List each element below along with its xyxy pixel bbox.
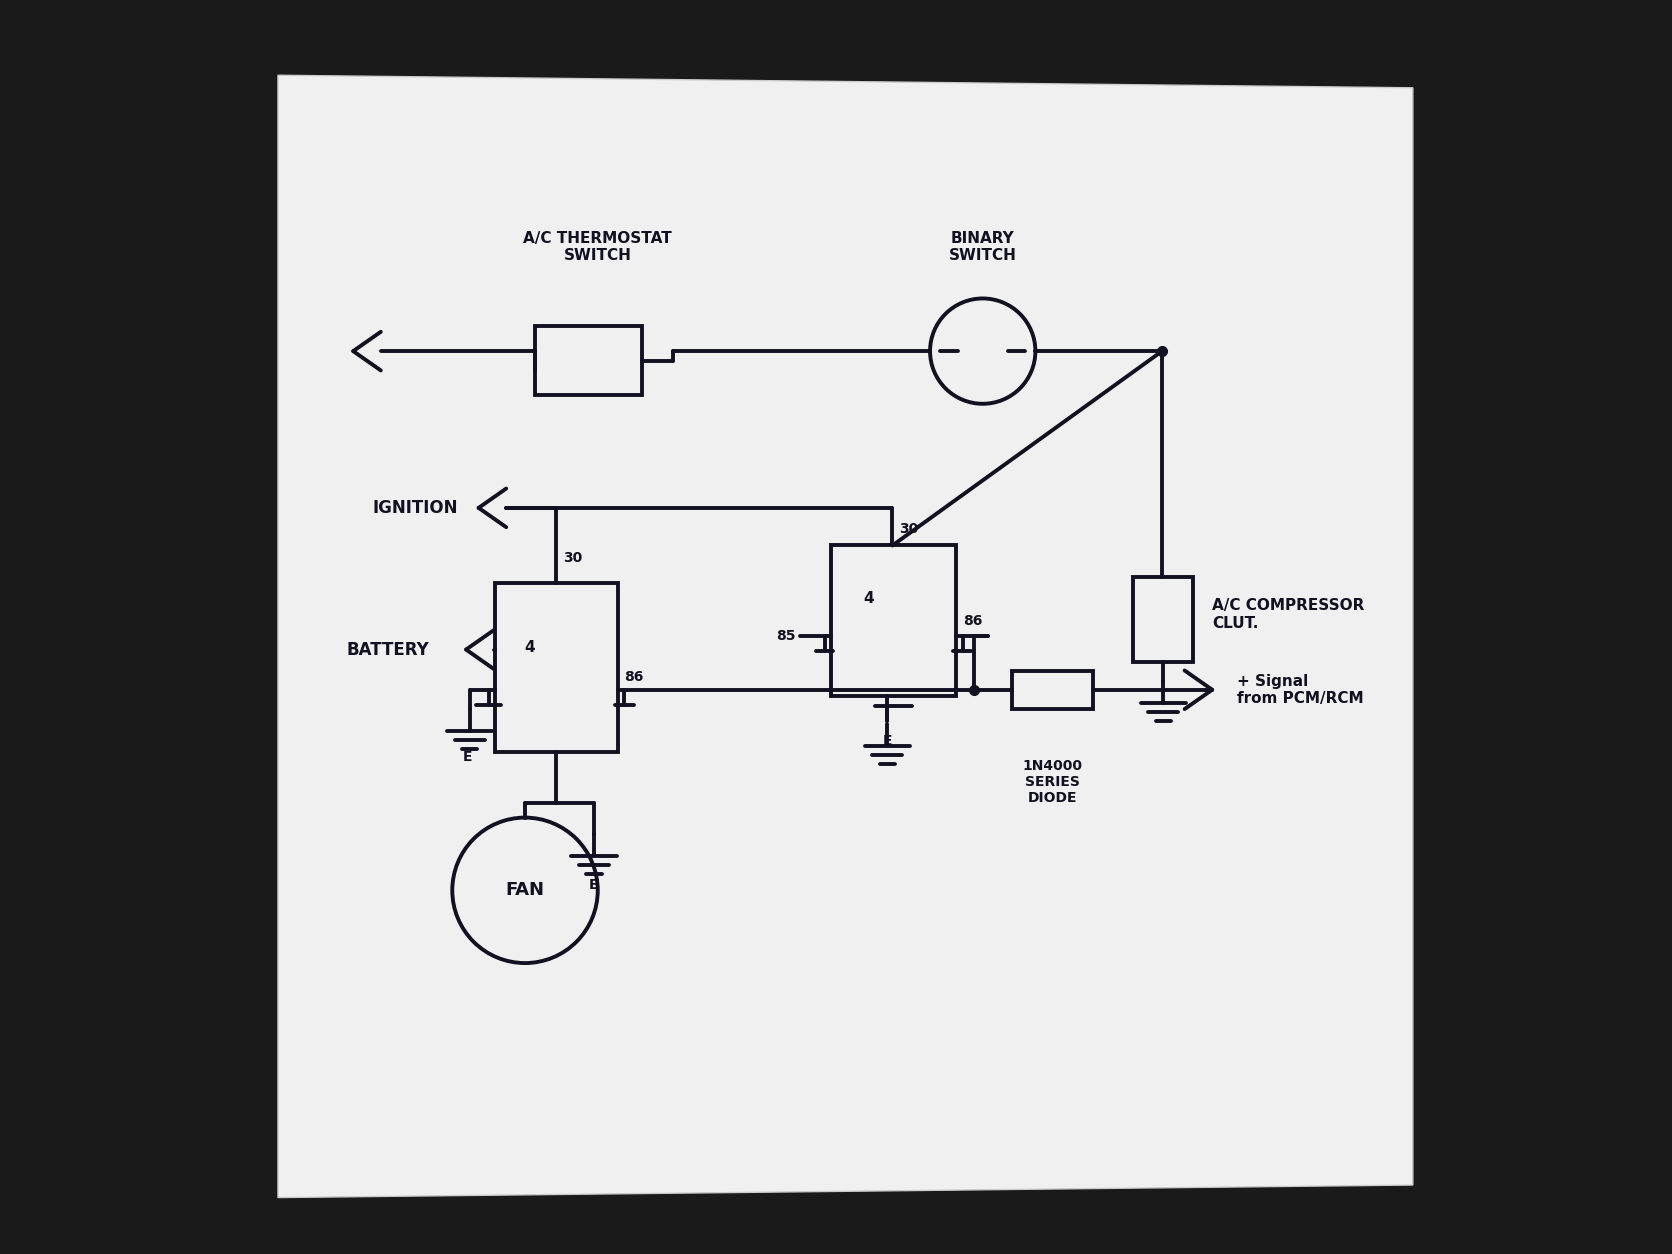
Text: E: E: [589, 878, 599, 892]
Text: 30: 30: [562, 551, 582, 566]
Text: BINARY
SWITCH: BINARY SWITCH: [948, 231, 1017, 263]
Text: IGNITION: IGNITION: [371, 499, 458, 517]
Text: 4: 4: [863, 591, 874, 606]
Text: 86: 86: [963, 613, 981, 628]
Bar: [1134, 577, 1194, 662]
Text: 30: 30: [900, 522, 918, 537]
Bar: [831, 545, 956, 696]
Bar: [495, 583, 619, 752]
Text: 1N4000
SERIES
DIODE: 1N4000 SERIES DIODE: [1022, 759, 1082, 805]
Text: A/C THERMOSTAT
SWITCH: A/C THERMOSTAT SWITCH: [523, 231, 672, 263]
Text: 4: 4: [525, 640, 535, 655]
Text: A/C COMPRESSOR
CLUT.: A/C COMPRESSOR CLUT.: [1212, 598, 1364, 631]
Bar: [535, 326, 642, 395]
Text: BATTERY: BATTERY: [348, 641, 430, 658]
Bar: [1012, 671, 1093, 709]
Text: 86: 86: [624, 670, 644, 685]
Polygon shape: [278, 75, 1413, 1198]
Text: E: E: [883, 734, 893, 747]
Text: 85: 85: [776, 628, 796, 643]
Text: E: E: [463, 750, 472, 764]
Text: + Signal
from PCM/RCM: + Signal from PCM/RCM: [1237, 673, 1364, 706]
Text: FAN: FAN: [505, 882, 545, 899]
